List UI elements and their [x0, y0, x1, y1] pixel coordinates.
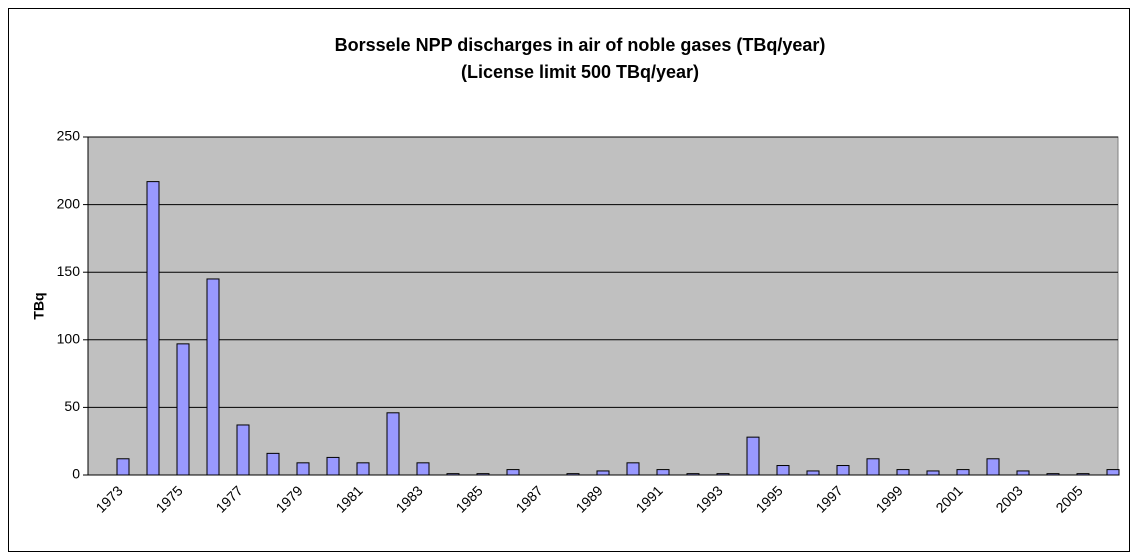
bar: [266, 452, 280, 476]
chart-title: Borssele NPP discharges in air of noble …: [335, 35, 826, 55]
bar: [806, 470, 820, 476]
bar: [416, 462, 430, 476]
y-tick-label: 0: [72, 466, 80, 482]
bar: [626, 462, 640, 476]
bar: [1016, 470, 1030, 476]
bar: [956, 469, 970, 476]
bar: [476, 473, 490, 476]
bar: [326, 456, 340, 476]
bar: [776, 465, 790, 476]
bar: [506, 469, 520, 476]
bar: [386, 412, 400, 476]
y-tick-label: 150: [57, 263, 81, 279]
y-tick-label: 250: [57, 128, 81, 144]
bar: [896, 469, 910, 476]
bar: [1076, 473, 1090, 476]
bar: [236, 424, 250, 476]
y-tick-label: 50: [64, 398, 80, 414]
bar: [596, 470, 610, 476]
bar: [866, 458, 880, 476]
y-tick-label: 100: [57, 331, 81, 347]
bar: [296, 462, 310, 476]
bar: [356, 462, 370, 476]
bar: [686, 473, 700, 476]
bar: [176, 343, 190, 476]
bar: [656, 469, 670, 476]
bar: [116, 458, 130, 476]
chart-subtitle: (License limit 500 TBq/year): [461, 62, 699, 82]
bar: [716, 473, 730, 476]
bar: [146, 181, 160, 476]
bar: [206, 278, 220, 476]
bar: [926, 470, 940, 476]
bar: [746, 436, 760, 476]
bar: [1106, 469, 1120, 476]
y-tick-label: 200: [57, 195, 81, 211]
bar: [1046, 473, 1060, 476]
bar: [986, 458, 1000, 476]
bar: [836, 465, 850, 476]
bar: [446, 473, 460, 476]
bar: [566, 473, 580, 476]
plot-area: [87, 136, 1119, 476]
y-axis-label: TBq: [31, 292, 47, 319]
